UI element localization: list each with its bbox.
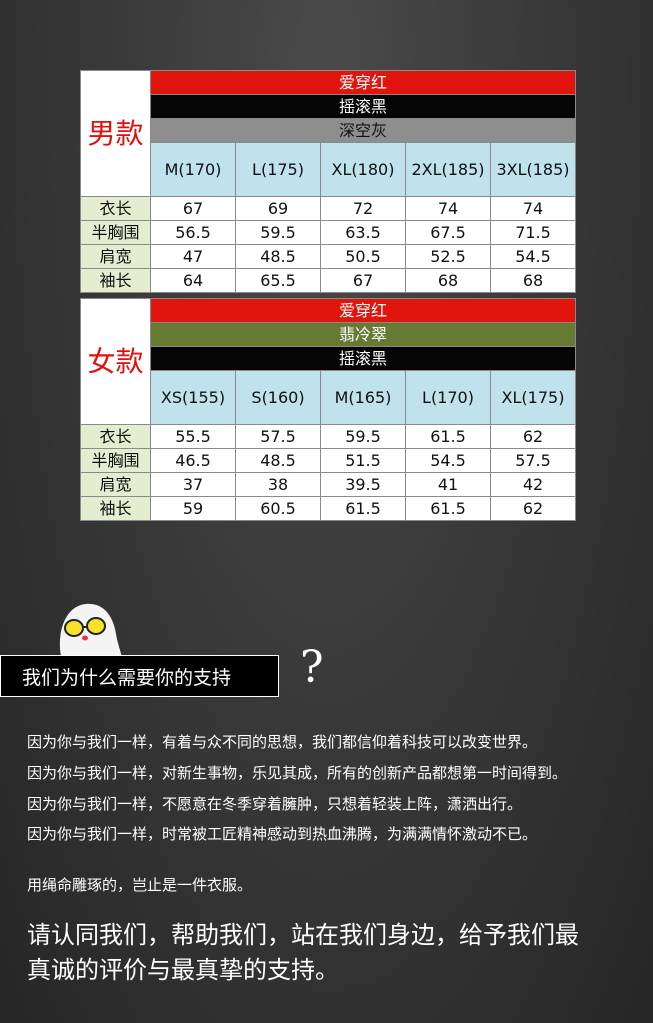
table-cell: 59 — [150, 496, 236, 521]
table-cell: 59.5 — [320, 424, 406, 449]
men-title: 男款 — [80, 70, 151, 197]
table-cell: 52.5 — [405, 244, 491, 269]
table-cell: 71.5 — [490, 220, 576, 245]
table-row: 袖长 59 60.5 61.5 61.5 62 — [80, 496, 576, 521]
women-color-olive: 翡冷翠 — [150, 322, 576, 347]
banner-title: 我们为什么需要你的支持 — [22, 666, 232, 689]
men-size-header: XL(180) — [320, 142, 406, 197]
table-cell: 67 — [150, 196, 236, 221]
row-label: 肩宽 — [80, 244, 151, 269]
table-cell: 61.5 — [405, 496, 491, 521]
table-cell: 57.5 — [490, 448, 576, 473]
appeal-line: 真诚的评价与最真挚的支持。 — [27, 956, 339, 984]
table-row: 衣长 67 69 72 74 74 — [80, 196, 576, 221]
table-cell: 54.5 — [405, 448, 491, 473]
women-color-black: 摇滚黑 — [150, 346, 576, 371]
row-label: 半胸围 — [80, 220, 151, 245]
table-cell: 55.5 — [150, 424, 236, 449]
row-label: 袖长 — [80, 496, 151, 521]
table-row: 袖长 64 65.5 67 68 68 — [80, 268, 576, 293]
table-cell: 51.5 — [320, 448, 406, 473]
note-text: 用绳命雕琢的，岂止是一件衣服。 — [27, 876, 253, 894]
women-size-table: 女款 爱穿红 翡冷翠 摇滚黑 XS(155) S(160) M(165) L(1… — [80, 298, 576, 521]
table-cell: 61.5 — [405, 424, 491, 449]
men-size-header: 3XL(185) — [490, 142, 576, 197]
table-cell: 57.5 — [235, 424, 321, 449]
table-cell: 74 — [490, 196, 576, 221]
table-row: 半胸围 46.5 48.5 51.5 54.5 57.5 — [80, 448, 576, 473]
table-cell: 39.5 — [320, 472, 406, 497]
table-cell: 72 — [320, 196, 406, 221]
row-label: 衣长 — [80, 196, 151, 221]
men-color-black: 摇滚黑 — [150, 94, 576, 119]
men-size-header: L(175) — [235, 142, 321, 197]
table-cell: 54.5 — [490, 244, 576, 269]
row-label: 半胸围 — [80, 448, 151, 473]
table-cell: 48.5 — [235, 244, 321, 269]
reason-paragraph: 因为你与我们一样，有着与众不同的思想，我们都信仰着科技可以改变世界。 — [27, 733, 538, 751]
reason-paragraph: 因为你与我们一样，时常被工匠精神感动到热血沸腾，为满满情怀激动不已。 — [27, 825, 538, 843]
women-color-red: 爱穿红 — [150, 298, 576, 323]
men-color-grey: 深空灰 — [150, 118, 576, 143]
why-support-banner: 我们为什么需要你的支持 — [0, 655, 279, 697]
table-cell: 65.5 — [235, 268, 321, 293]
table-cell: 42 — [490, 472, 576, 497]
table-cell: 50.5 — [320, 244, 406, 269]
table-cell: 38 — [235, 472, 321, 497]
table-cell: 61.5 — [320, 496, 406, 521]
table-cell: 60.5 — [235, 496, 321, 521]
table-cell: 62 — [490, 496, 576, 521]
table-row: 肩宽 47 48.5 50.5 52.5 54.5 — [80, 244, 576, 269]
women-size-header: XS(155) — [150, 370, 236, 425]
row-label: 袖长 — [80, 268, 151, 293]
table-cell: 37 — [150, 472, 236, 497]
table-cell: 63.5 — [320, 220, 406, 245]
table-cell: 74 — [405, 196, 491, 221]
table-cell: 67.5 — [405, 220, 491, 245]
table-cell: 68 — [405, 268, 491, 293]
row-label: 肩宽 — [80, 472, 151, 497]
table-cell: 41 — [405, 472, 491, 497]
table-row: 肩宽 37 38 39.5 41 42 — [80, 472, 576, 497]
men-color-red: 爱穿红 — [150, 70, 576, 95]
men-size-table: 男款 爱穿红 摇滚黑 深空灰 M(170) L(175) XL(180) 2XL… — [80, 70, 576, 293]
men-size-header: M(170) — [150, 142, 236, 197]
table-cell: 69 — [235, 196, 321, 221]
table-cell: 48.5 — [235, 448, 321, 473]
table-cell: 64 — [150, 268, 236, 293]
table-cell: 67 — [320, 268, 406, 293]
table-cell: 47 — [150, 244, 236, 269]
women-size-header: S(160) — [235, 370, 321, 425]
women-size-header: M(165) — [320, 370, 406, 425]
row-label: 衣长 — [80, 424, 151, 449]
table-cell: 59.5 — [235, 220, 321, 245]
table-row: 半胸围 56.5 59.5 63.5 67.5 71.5 — [80, 220, 576, 245]
men-size-header: 2XL(185) — [405, 142, 491, 197]
table-row: 衣长 55.5 57.5 59.5 61.5 62 — [80, 424, 576, 449]
appeal-line: 请认同我们，帮助我们，站在我们身边，给予我们最 — [27, 921, 579, 949]
women-size-header: XL(175) — [490, 370, 576, 425]
women-size-header: L(170) — [405, 370, 491, 425]
women-title: 女款 — [80, 298, 151, 425]
reason-paragraph: 因为你与我们一样，不愿意在冬季穿着臃肿，只想着轻装上阵，潇洒出行。 — [27, 795, 523, 813]
table-cell: 62 — [490, 424, 576, 449]
question-mark-icon: ? — [300, 642, 324, 693]
reason-paragraph: 因为你与我们一样，对新生事物，乐见其成，所有的创新产品都想第一时间得到。 — [27, 764, 568, 782]
table-cell: 68 — [490, 268, 576, 293]
mascot-ghost-icon — [59, 603, 122, 660]
table-cell: 46.5 — [150, 448, 236, 473]
table-cell: 56.5 — [150, 220, 236, 245]
